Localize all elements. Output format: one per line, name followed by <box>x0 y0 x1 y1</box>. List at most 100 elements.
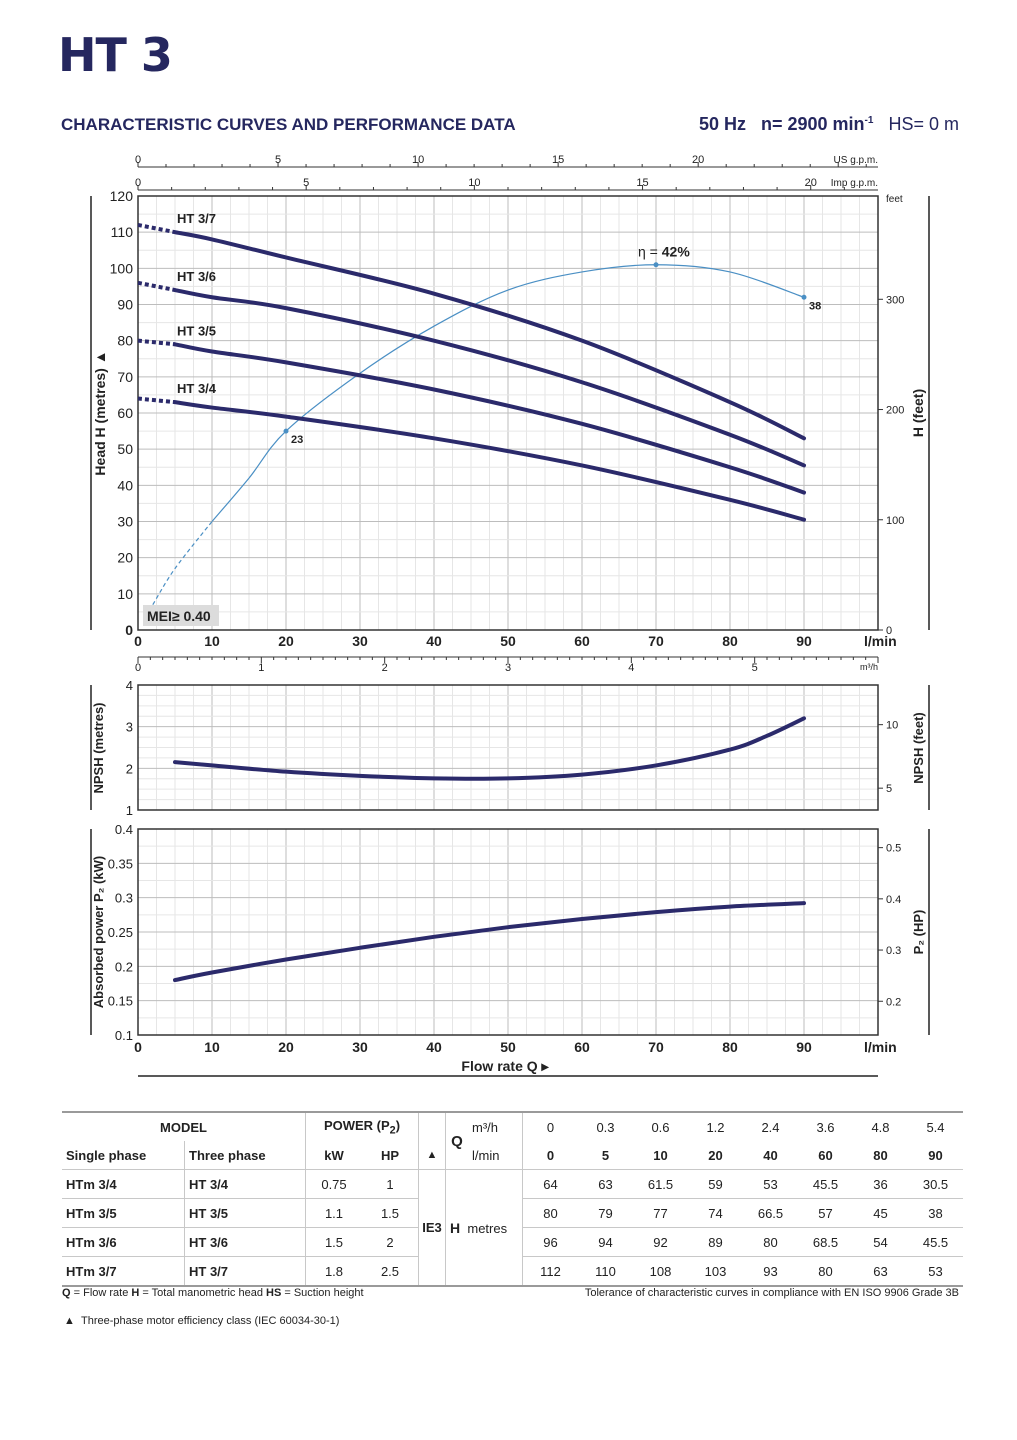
head-curve-dashed <box>137 396 176 405</box>
plot-frame <box>137 828 879 1036</box>
section-subtitle: CHARACTERISTIC CURVES AND PERFORMANCE DA… <box>61 115 516 134</box>
q-lmin-4: 40 <box>763 1147 778 1163</box>
h-label-cell: H metres <box>445 1169 523 1287</box>
h-value: 45.5 <box>922 1234 949 1250</box>
h-value: 59 <box>708 1176 723 1192</box>
us-gpm-label: 5 <box>275 154 281 166</box>
h-value: 96 <box>522 1227 578 1257</box>
head-curve-dashed <box>137 280 176 292</box>
q-m3h-4: 2.4 <box>761 1119 780 1135</box>
power-x-tick-label: 60 <box>574 1039 590 1055</box>
imp-gpm-label: 15 <box>636 177 648 189</box>
power-sub: 2 <box>389 1124 396 1137</box>
x-tick-label: 70 <box>648 633 664 649</box>
power-tick-label: 0.2 <box>115 959 133 974</box>
kw-value: 1.1 <box>305 1198 362 1228</box>
efficiency-peak-value: 42% <box>662 244 691 260</box>
q-lmin-1: 5 <box>601 1147 610 1163</box>
legend-footnote: Q = Flow rate H = Total manometric head … <box>62 1287 364 1299</box>
h-value: 112 <box>522 1256 578 1286</box>
m3h-tick-label: 5 <box>752 662 758 674</box>
power-x-tick-label: 40 <box>426 1039 442 1055</box>
y2-unit-label: feet <box>886 194 903 205</box>
x-tick-label: 50 <box>500 633 516 649</box>
h-value: 80 <box>763 1234 778 1250</box>
us-gpm-unit: US g.p.m. <box>834 155 878 166</box>
h-value: 53 <box>928 1263 943 1279</box>
three-model: HT 3/5 <box>184 1198 306 1228</box>
single-model: HTm 3/6 <box>66 1234 117 1250</box>
power-y2-label: 0.4 <box>886 894 901 906</box>
head-curve-label: HT 3/7 <box>177 211 216 226</box>
ie-note-triangle-icon: ▲ <box>64 1315 75 1327</box>
table-row: HTm 3/4 HT 3/4 0.75 1 IE3 H metres 64 63… <box>62 1169 963 1287</box>
y2-tick-label: 0 <box>886 625 892 637</box>
us-gpm-label: 10 <box>412 154 424 166</box>
efficiency-point-label: 38 <box>809 300 821 312</box>
y-axis-title: Head H (metres) ▲ <box>92 350 108 475</box>
x-unit-label: l/min <box>864 633 897 649</box>
q-label: Q <box>445 1112 468 1170</box>
h-value: 80 <box>818 1263 833 1279</box>
x-tick-label: 10 <box>204 633 220 649</box>
us-gpm-label: 0 <box>135 154 141 166</box>
head-curve-label: HT 3/4 <box>177 381 217 396</box>
hp-header: HP <box>380 1147 400 1163</box>
q-lmin-7: 90 <box>928 1147 943 1163</box>
power-close: ) <box>395 1117 401 1133</box>
h-value: 45.5 <box>812 1176 839 1192</box>
power-axis-title: Absorbed power P₂ (kW) <box>91 856 106 1008</box>
tolerance-note: Tolerance of characteristic curves in co… <box>584 1287 959 1299</box>
m3h-unit: m³/h <box>472 1119 498 1135</box>
h-value: 89 <box>708 1234 723 1250</box>
page-title: HT 3 <box>58 28 173 82</box>
head-curve-ht-3-5 <box>173 342 806 495</box>
power-x-tick-label: 20 <box>278 1039 294 1055</box>
legend-h: H <box>131 1287 140 1299</box>
q-m3h-2: 0.6 <box>651 1119 670 1135</box>
h-value: 68.5 <box>812 1234 839 1250</box>
npsh-tick-label: 1 <box>126 803 133 818</box>
frequency-label: 50 Hz <box>698 114 746 134</box>
h-value: 74 <box>708 1205 723 1221</box>
npsh-y2-label: 10 <box>886 720 898 732</box>
q-m3h-3: 1.2 <box>706 1119 725 1135</box>
single-model: HTm 3/5 <box>66 1205 117 1221</box>
m3h-unit: m³/h <box>860 662 878 672</box>
npsh-tick-label: 4 <box>126 678 133 693</box>
y-tick-label: 100 <box>110 260 134 276</box>
h-value: 57 <box>818 1205 833 1221</box>
imp-gpm-label: 0 <box>135 177 141 189</box>
hp-value: 1.5 <box>380 1205 400 1221</box>
hp-value: 1 <box>386 1176 394 1192</box>
kw-value: 1.8 <box>305 1256 362 1286</box>
x-tick-label: 0 <box>134 633 142 649</box>
power-x-tick-label: 50 <box>500 1039 516 1055</box>
npsh-tick-label: 2 <box>126 761 133 776</box>
y2-axis-title: H (feet) <box>910 389 926 437</box>
imp-gpm-unit: Imp g.p.m. <box>831 178 878 189</box>
ie-class: IE3 <box>418 1169 446 1287</box>
y-tick-label: 90 <box>117 297 133 313</box>
speed-exponent: -1 <box>864 115 874 126</box>
y-tick-label: 0 <box>125 622 133 638</box>
efficiency-peak-label: η = 42% <box>638 244 690 260</box>
hp-value: 2 <box>386 1234 394 1250</box>
ie-triangle-icon: ▲ <box>418 1141 446 1170</box>
h-value: 94 <box>598 1234 613 1250</box>
legend-hs-text: = Suction height <box>281 1287 364 1299</box>
kw-value: 0.75 <box>305 1169 362 1199</box>
x-tick-label: 80 <box>722 633 738 649</box>
legend-h-text: = Total manometric head <box>139 1287 267 1299</box>
npsh-y2-axis-title: NPSH (feet) <box>911 712 926 784</box>
model-header: MODEL <box>160 1119 207 1135</box>
three-model: HT 3/4 <box>184 1169 306 1199</box>
h-value: 93 <box>763 1263 778 1279</box>
h-value: 77 <box>653 1205 668 1221</box>
power-y2-label: 0.2 <box>886 996 901 1008</box>
y-tick-label: 120 <box>110 188 134 204</box>
single-model: HTm 3/7 <box>66 1263 117 1279</box>
y-tick-label: 60 <box>117 405 133 421</box>
power-x-tick-label: 70 <box>648 1039 664 1055</box>
q-lmin-3: 20 <box>708 1147 723 1163</box>
